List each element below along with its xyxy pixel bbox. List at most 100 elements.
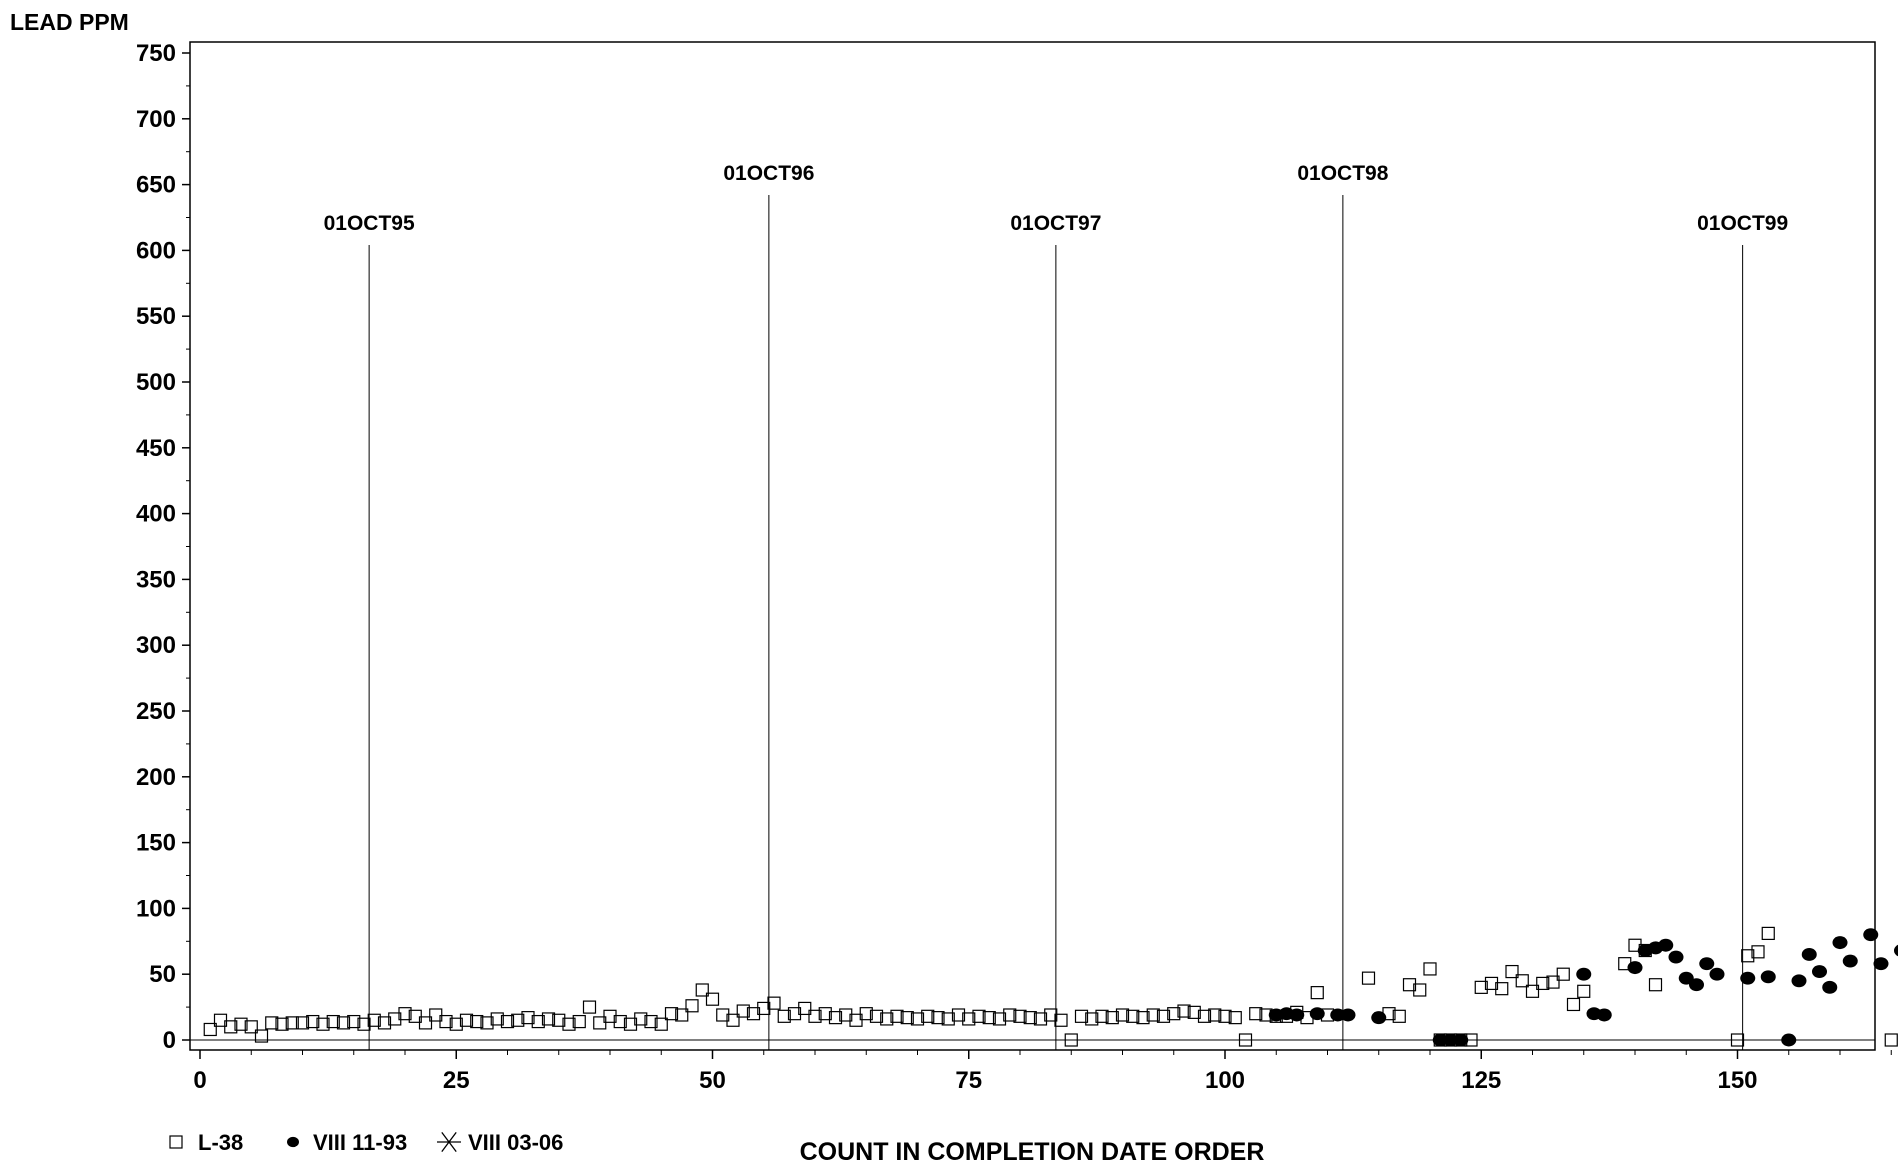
data-point bbox=[1074, 1009, 1089, 1023]
data-point bbox=[1709, 967, 1725, 981]
data-point bbox=[1678, 971, 1694, 985]
data-point bbox=[951, 1008, 966, 1022]
data-point bbox=[1596, 1008, 1612, 1022]
data-series bbox=[203, 926, 1898, 1047]
data-point bbox=[1095, 1009, 1109, 1023]
data-point bbox=[500, 1014, 515, 1029]
data-point bbox=[1044, 1008, 1058, 1022]
legend-label: VIII 11-93 bbox=[313, 1130, 407, 1155]
data-point bbox=[705, 992, 720, 1006]
data-point bbox=[1238, 1033, 1253, 1047]
legend: L-38 VIII 11-93 VIII 03-06 bbox=[169, 1130, 563, 1155]
data-point bbox=[1054, 1013, 1068, 1027]
data-point bbox=[1873, 957, 1889, 971]
data-point bbox=[1760, 970, 1776, 984]
data-point bbox=[818, 1007, 832, 1021]
data-point bbox=[1136, 1011, 1150, 1025]
data-point bbox=[1105, 1011, 1119, 1025]
data-point bbox=[962, 1012, 976, 1026]
data-point bbox=[1453, 1033, 1469, 1047]
data-point bbox=[285, 1016, 299, 1030]
data-point bbox=[1392, 1009, 1406, 1023]
data-point bbox=[582, 1000, 597, 1014]
data-point bbox=[880, 1012, 894, 1026]
data-point bbox=[1249, 1007, 1263, 1021]
data-point bbox=[1627, 961, 1643, 975]
data-point bbox=[1432, 1033, 1448, 1047]
data-point bbox=[1443, 1033, 1458, 1047]
data-point bbox=[1085, 1012, 1099, 1026]
legend-marker bbox=[287, 1136, 299, 1148]
data-point bbox=[808, 1009, 822, 1023]
data-point bbox=[828, 1011, 843, 1025]
date-marker-label: 01OCT99 bbox=[1697, 212, 1788, 235]
data-point bbox=[654, 1017, 668, 1031]
y-tick-label: 600 bbox=[136, 237, 176, 264]
data-point bbox=[1310, 986, 1324, 1000]
legend-marker bbox=[169, 1135, 183, 1149]
legend-label: VIII 03-06 bbox=[468, 1130, 563, 1155]
y-tick-label: 150 bbox=[136, 830, 176, 857]
data-point bbox=[931, 1011, 945, 1025]
data-point bbox=[859, 1007, 873, 1021]
y-tick-label: 100 bbox=[136, 895, 176, 922]
data-point bbox=[777, 1009, 791, 1023]
y-tick-label: 350 bbox=[136, 566, 176, 593]
data-point bbox=[1740, 971, 1756, 985]
data-point bbox=[1003, 1008, 1017, 1022]
data-point bbox=[1495, 982, 1509, 996]
x-axis-label: COUNT IN COMPLETION DATE ORDER bbox=[800, 1138, 1265, 1166]
x-axis: 0255075100125150175200225250275300325 bbox=[193, 1050, 1892, 1094]
data-point bbox=[295, 1016, 310, 1030]
data-point bbox=[1668, 950, 1684, 964]
data-point bbox=[1546, 975, 1560, 989]
date-marker-label: 01OCT96 bbox=[723, 162, 814, 185]
data-point bbox=[306, 1014, 320, 1029]
data-point bbox=[685, 999, 699, 1013]
data-point bbox=[1228, 1011, 1242, 1025]
data-point bbox=[1340, 1008, 1356, 1022]
y-tick-label: 400 bbox=[136, 501, 176, 528]
data-point bbox=[244, 1020, 258, 1034]
data-point bbox=[1505, 964, 1519, 979]
data-point bbox=[664, 1007, 679, 1021]
data-point bbox=[490, 1012, 504, 1026]
data-point bbox=[1884, 1033, 1898, 1047]
data-point bbox=[521, 1011, 535, 1025]
data-point bbox=[644, 1014, 658, 1029]
y-tick-label: 700 bbox=[136, 106, 176, 133]
data-point bbox=[716, 1008, 730, 1022]
data-point bbox=[1751, 945, 1765, 959]
data-point bbox=[1115, 1008, 1130, 1022]
data-point bbox=[418, 1016, 433, 1030]
data-point bbox=[316, 1017, 330, 1031]
data-point bbox=[1330, 1008, 1346, 1022]
y-tick-label: 500 bbox=[136, 369, 176, 396]
data-point bbox=[982, 1011, 996, 1025]
data-point bbox=[470, 1014, 484, 1029]
data-point bbox=[798, 1001, 812, 1016]
data-point bbox=[1863, 928, 1879, 942]
x-tick-label: 0 bbox=[193, 1067, 206, 1094]
data-point bbox=[1023, 1011, 1037, 1025]
data-point bbox=[1064, 1033, 1078, 1047]
data-point bbox=[254, 1029, 269, 1043]
data-point bbox=[275, 1017, 289, 1031]
y-tick-label: 750 bbox=[136, 40, 176, 67]
data-point bbox=[675, 1008, 689, 1022]
y-axis: 0 50 100 150 200 250 300 350 400 450 500 550 600 650 7… bbox=[136, 40, 190, 1054]
plot-frame bbox=[189, 41, 1876, 1051]
data-point bbox=[1289, 1008, 1305, 1022]
data-point bbox=[224, 1020, 238, 1034]
data-point bbox=[572, 1014, 586, 1029]
data-point bbox=[1402, 978, 1417, 992]
y-tick-label: 550 bbox=[136, 303, 176, 330]
data-point bbox=[1187, 1005, 1201, 1019]
y-axis-label: LEAD PPM bbox=[10, 9, 129, 35]
data-point bbox=[1730, 1033, 1745, 1047]
data-point bbox=[1894, 944, 1898, 957]
data-point bbox=[265, 1016, 279, 1030]
data-point bbox=[1801, 948, 1817, 961]
y-tick-label: 200 bbox=[136, 764, 176, 791]
